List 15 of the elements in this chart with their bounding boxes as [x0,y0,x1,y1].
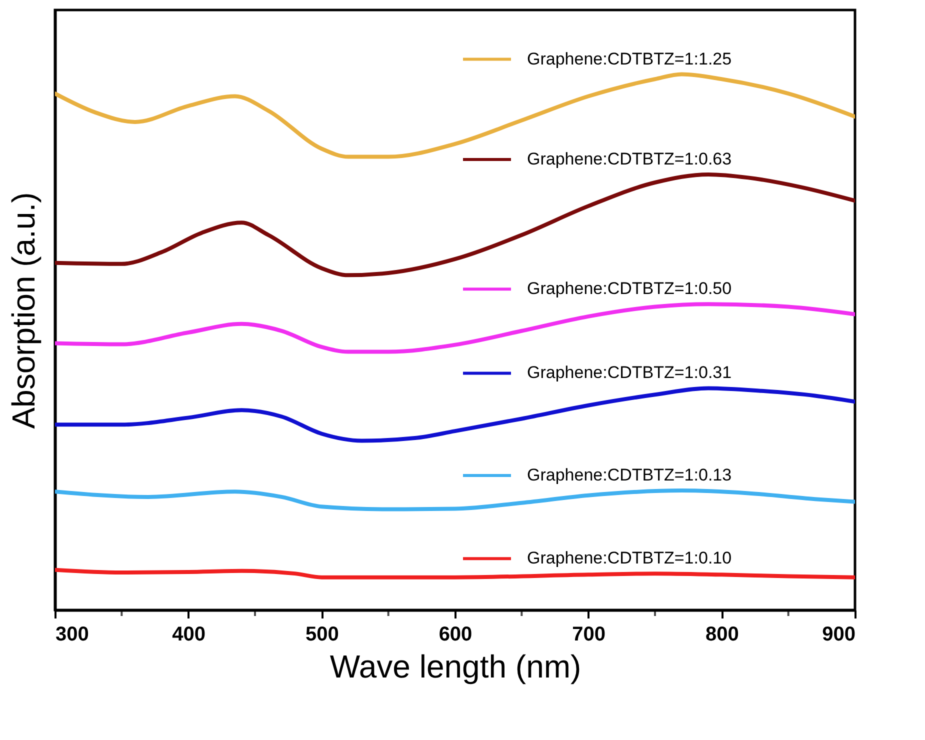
legend-label: Graphene:CDTBTZ=1:1.25 [527,49,732,68]
legend-label: Graphene:CDTBTZ=1:0.63 [527,149,732,168]
x-tick-label: 500 [305,624,339,646]
x-tick-label: 700 [572,624,606,646]
legend-label: Graphene:CDTBTZ=1:0.31 [527,363,732,382]
x-tick-label: 800 [705,624,739,646]
y-axis-title: Absorption (a.u.) [6,192,42,429]
x-tick-label: 900 [822,624,856,646]
x-tick-label: 600 [438,624,472,646]
legend-label: Graphene:CDTBTZ=1:0.10 [527,548,732,568]
legend-label: Graphene:CDTBTZ=1:0.50 [527,279,732,298]
legend-label: Graphene:CDTBTZ=1:0.13 [527,466,732,485]
x-tick-label: 300 [56,624,89,646]
x-tick-label: 400 [172,624,206,646]
x-axis-title: Wave length (nm) [330,648,582,684]
